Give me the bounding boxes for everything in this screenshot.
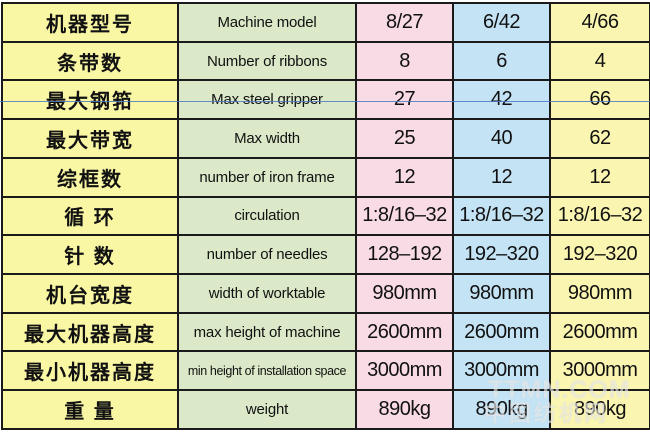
label-en-ribbons: Number of ribbons [177, 40, 357, 82]
label-en-iron-frames: number of iron frame [177, 156, 357, 198]
label-cn-max-width: 最大带宽 [1, 118, 179, 159]
label-cn-machine-model: 机器型号 [1, 2, 179, 43]
value-min-height-2: 3000mm [452, 350, 551, 392]
label-en-needles: number of needles [177, 234, 357, 276]
label-en-worktable-width: width of worktable [177, 273, 357, 314]
value-weight-3: 890kg [549, 389, 650, 430]
label-cn-ribbons: 条带数 [1, 40, 179, 82]
label-en-min-height: min height of installation space [177, 350, 357, 392]
value-min-height-3: 3000mm [549, 350, 650, 392]
row-min-installation-height: 最小机器高度 min height of installation space … [1, 350, 650, 392]
label-en-machine-model: Machine model [177, 2, 357, 43]
value-gripper-2: 42 [452, 79, 551, 121]
value-max-width-1: 25 [355, 118, 454, 159]
value-needles-1: 128–192 [355, 234, 454, 276]
value-worktable-1: 980mm [355, 273, 454, 314]
label-cn-weight: 重 量 [1, 389, 179, 430]
value-max-height-3: 2600mm [549, 311, 650, 353]
label-en-steel-gripper: Max steel gripper [177, 79, 357, 121]
row-weight: 重 量 weight 890kg 890kg 890kg [1, 389, 650, 430]
value-weight-2: 890kg [452, 389, 551, 430]
value-worktable-2: 980mm [452, 273, 551, 314]
value-circulation-3: 1:8/16–32 [549, 195, 650, 237]
value-needles-2: 192–320 [452, 234, 551, 276]
value-iron-frames-3: 12 [549, 156, 650, 198]
value-ribbons-3: 4 [549, 40, 650, 82]
label-cn-steel-gripper: 最大钢筘 [1, 79, 179, 121]
value-needles-3: 192–320 [549, 234, 650, 276]
value-min-height-1: 3000mm [355, 350, 454, 392]
value-circulation-1: 1:8/16–32 [355, 195, 454, 237]
value-iron-frames-1: 12 [355, 156, 454, 198]
value-weight-1: 890kg [355, 389, 454, 430]
label-cn-circulation: 循 环 [1, 195, 179, 237]
row-max-machine-height: 最大机器高度 max height of machine 2600mm 2600… [1, 311, 650, 353]
row-circulation: 循 环 circulation 1:8/16–32 1:8/16–32 1:8/… [1, 195, 650, 237]
value-max-width-3: 62 [549, 118, 650, 159]
row-worktable-width: 机台宽度 width of worktable 980mm 980mm 980m… [1, 273, 650, 314]
label-en-max-width: Max width [177, 118, 357, 159]
value-circulation-2: 1:8/16–32 [452, 195, 551, 237]
value-model-2: 6/42 [452, 2, 551, 43]
label-cn-needles: 针 数 [1, 234, 179, 276]
value-max-height-1: 2600mm [355, 311, 454, 353]
row-number-of-ribbons: 条带数 Number of ribbons 8 6 4 [1, 40, 650, 82]
value-max-height-2: 2600mm [452, 311, 551, 353]
label-cn-iron-frames: 综框数 [1, 156, 179, 198]
label-en-weight: weight [177, 389, 357, 430]
row-max-steel-gripper: 最大钢筘 Max steel gripper 27 42 66 [1, 79, 650, 121]
value-ribbons-1: 8 [355, 40, 454, 82]
value-model-3: 4/66 [549, 2, 650, 43]
label-en-max-height: max height of machine [177, 311, 357, 353]
value-max-width-2: 40 [452, 118, 551, 159]
label-en-circulation: circulation [177, 195, 357, 237]
row-iron-frames: 综框数 number of iron frame 12 12 12 [1, 156, 650, 198]
value-worktable-3: 980mm [549, 273, 650, 314]
value-model-1: 8/27 [355, 2, 454, 43]
value-gripper-1: 27 [355, 79, 454, 121]
label-cn-min-height: 最小机器高度 [1, 350, 179, 392]
value-ribbons-2: 6 [452, 40, 551, 82]
value-iron-frames-2: 12 [452, 156, 551, 198]
row-machine-model: 机器型号 Machine model 8/27 6/42 4/66 [1, 2, 650, 43]
label-cn-worktable-width: 机台宽度 [1, 273, 179, 314]
label-cn-max-height: 最大机器高度 [1, 311, 179, 353]
value-gripper-3: 66 [549, 79, 650, 121]
row-max-width: 最大带宽 Max width 25 40 62 [1, 118, 650, 159]
row-number-of-needles: 针 数 number of needles 128–192 192–320 19… [1, 234, 650, 276]
